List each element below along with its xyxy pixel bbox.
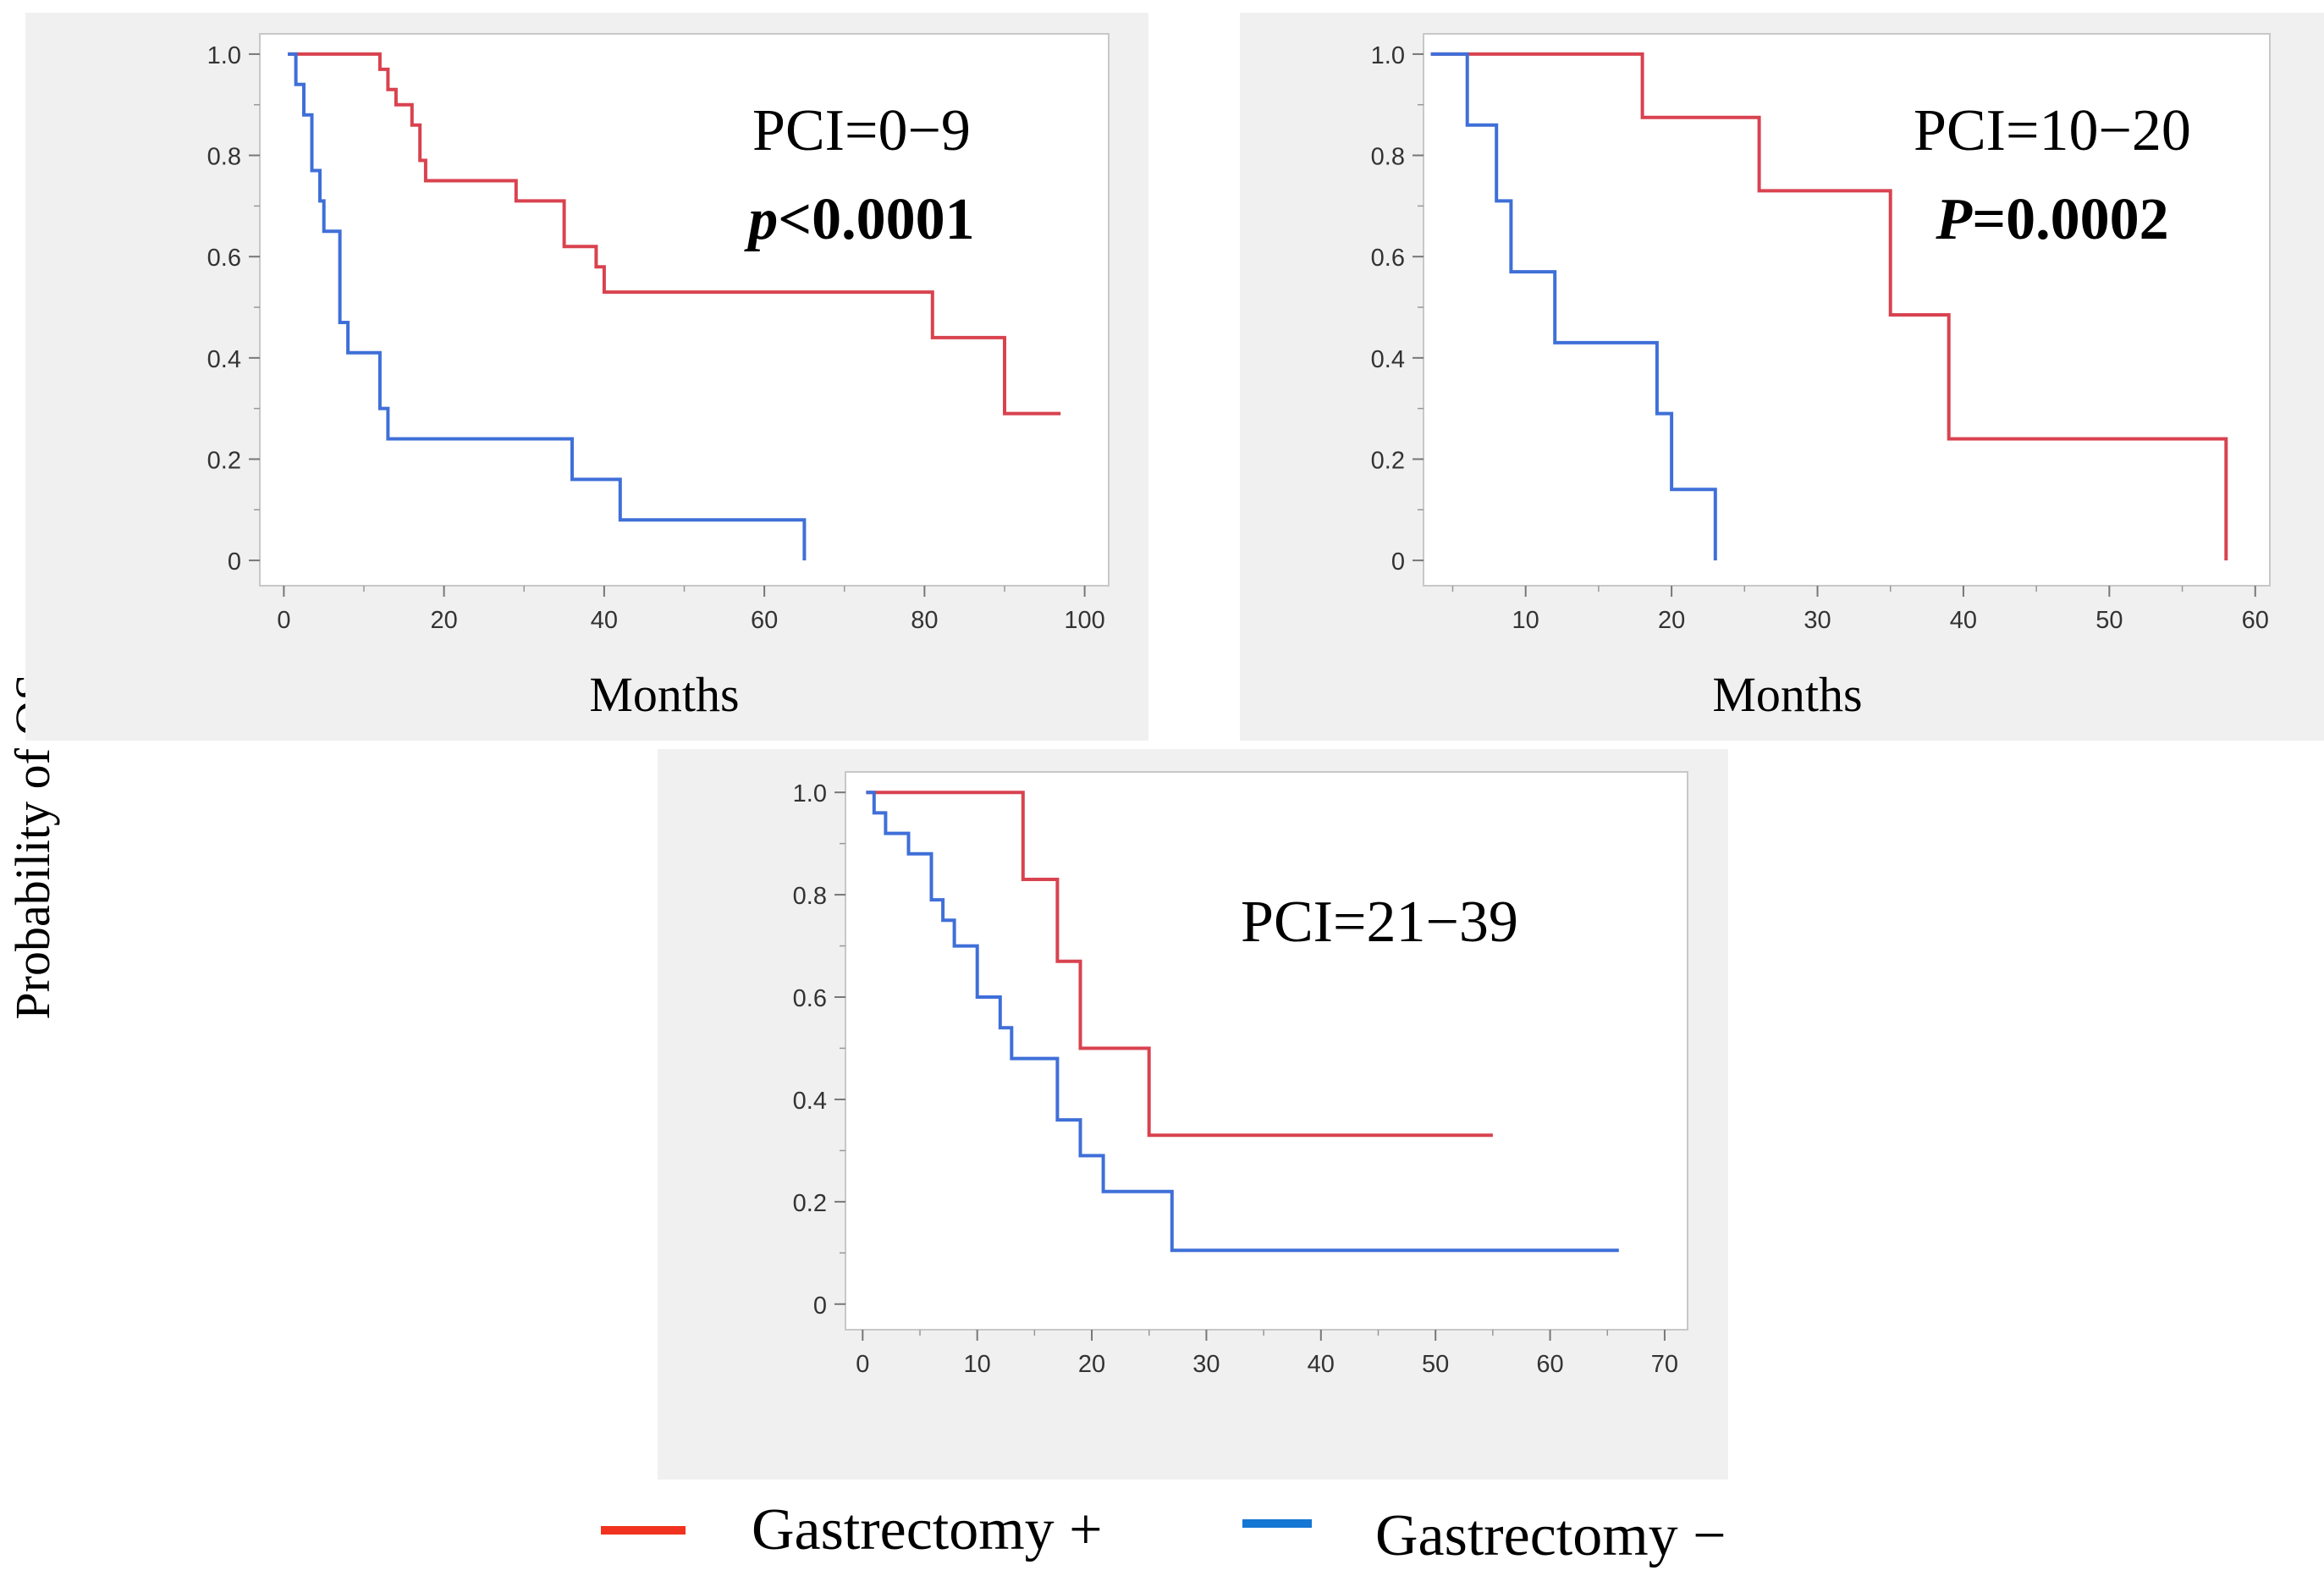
- y-tick-label: 0.4: [207, 346, 241, 373]
- y-tick-label: 0.6: [1371, 245, 1405, 272]
- x-tick-label: 50: [2095, 607, 2123, 634]
- panel-title: PCI=21−39: [1241, 890, 1518, 955]
- legend-label-gastrectomy-minus: Gastrectomy −: [1375, 1503, 1726, 1568]
- legend-label-gastrectomy-plus: Gastrectomy +: [752, 1497, 1103, 1562]
- x-tick-label: 40: [1308, 1351, 1335, 1378]
- km-curve-gastrectomy-plus: [1430, 52, 2228, 561]
- panel-title: PCI=0−9: [752, 98, 971, 163]
- panels: 00.20.40.60.81.00 20 40 60 80 100PCI=0−9p<0.0…: [25, 13, 2324, 1480]
- km-curve-gastrectomy-minus: [1430, 52, 1717, 561]
- x-tick-label: 40: [1950, 607, 1977, 634]
- p-value-symbol: p: [744, 187, 778, 252]
- x-tick-label: 50: [1422, 1351, 1449, 1378]
- x-tick-label: 10: [1512, 607, 1539, 634]
- km-panel-1: 0 0.2 0.4 0.6 0.8 1.0 0 20 40 60 80 100 PCI=0−9 p<0.0…: [25, 13, 1148, 741]
- x-tick-label: 20: [1078, 1351, 1105, 1378]
- y-tick-label: 0.8: [793, 883, 827, 910]
- x-axis-label: Months: [589, 667, 739, 722]
- y-tick-label: 0.4: [793, 1088, 827, 1115]
- y-tick-label: 1.0: [207, 42, 241, 69]
- y-tick-label: 0.2: [793, 1190, 827, 1217]
- km-curve-gastrectomy-minus: [288, 52, 807, 561]
- p-value-number: <0.0001: [778, 187, 974, 252]
- x-tick-label: 0: [856, 1351, 869, 1378]
- x-tick-label: 60: [751, 607, 778, 634]
- y-tick-label: 0.2: [1371, 447, 1405, 474]
- km-curve-gastrectomy-plus: [866, 791, 1493, 1138]
- plot-area: [259, 33, 1110, 587]
- x-tick-label: 80: [911, 607, 938, 634]
- plot-area: [1423, 33, 2271, 587]
- x-tick-label: 30: [1804, 607, 1831, 634]
- x-tick-label: 0: [277, 607, 290, 634]
- x-tick-label: 20: [430, 607, 457, 634]
- y-tick-label: 0: [1391, 548, 1405, 576]
- y-tick-label: 0.2: [207, 447, 241, 474]
- y-tick-label: 0.6: [207, 245, 241, 272]
- y-tick-label: 0.4: [1371, 346, 1405, 373]
- y-tick-label: 0: [813, 1292, 827, 1320]
- y-tick-label: 1.0: [1371, 42, 1405, 69]
- km-panel-3: 0 0.2 0.4 0.6 0.8 1.0 0 10 20 30 40 50 60 70 PCI=21−39: [658, 749, 1728, 1480]
- x-tick-label: 100: [1064, 607, 1104, 634]
- x-tick-label: 30: [1192, 1351, 1220, 1378]
- plot-area: [845, 771, 1688, 1331]
- p-value: p<0.0001: [744, 187, 974, 252]
- y-tick-label: 0.8: [1371, 144, 1405, 171]
- panel-title: PCI=10−20: [1914, 98, 2191, 163]
- y-tick-label: 0.8: [207, 144, 241, 171]
- x-tick-label: 40: [591, 607, 618, 634]
- p-value-symbol: P: [1935, 187, 1973, 252]
- y-tick-label: 0: [228, 548, 241, 576]
- x-tick-label: 60: [1536, 1351, 1563, 1378]
- x-tick-label: 20: [1658, 607, 1685, 634]
- x-tick-label: 70: [1651, 1351, 1678, 1378]
- p-value: P=0.0002: [1935, 187, 2168, 252]
- x-tick-label: 60: [2242, 607, 2269, 634]
- x-tick-label: 10: [964, 1351, 991, 1378]
- km-panel-2: 0 0.2 0.4 0.6 0.8 1.0 10 20 30 40 50 60 PCI=10−20 P=0…: [1240, 13, 2324, 741]
- p-value-number: =0.0002: [1972, 187, 2168, 252]
- km-curve-gastrectomy-minus: [866, 791, 1619, 1253]
- y-tick-label: 0.6: [793, 985, 827, 1012]
- legend: Gastrectomy + Gastrectomy −: [601, 1497, 1726, 1568]
- km-curve-gastrectomy-plus: [288, 52, 1061, 416]
- y-tick-label: 1.0: [793, 780, 827, 807]
- x-axis-label: Months: [1712, 667, 1862, 722]
